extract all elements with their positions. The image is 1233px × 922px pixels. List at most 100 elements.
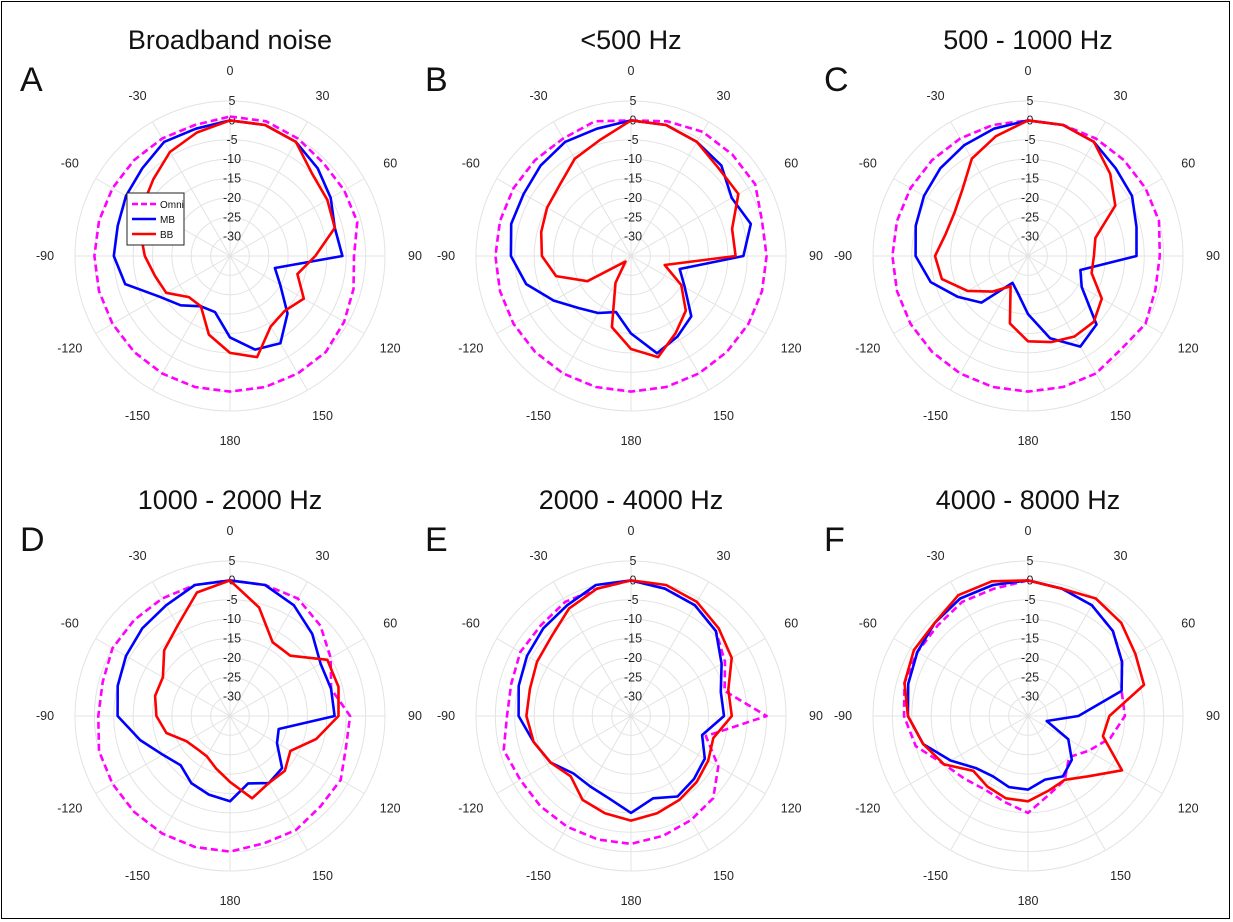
angle-tick-label: -150	[125, 409, 150, 423]
angle-tick-label: 60	[784, 617, 798, 631]
panel-title: 1000 - 2000 Hz	[138, 485, 323, 515]
angular-grid-spoke	[152, 581, 231, 717]
angle-tick-label: -150	[526, 869, 551, 883]
angular-grid-spoke	[893, 178, 1029, 257]
angular-grid-spoke	[1027, 255, 1163, 334]
angular-grid-spoke	[229, 255, 365, 334]
angle-tick-label: 150	[1110, 869, 1131, 883]
radial-tick-label: -20	[1021, 651, 1039, 665]
angular-grid-spoke	[1027, 121, 1106, 257]
angular-grid-spoke	[229, 638, 365, 717]
angle-tick-label: -90	[834, 249, 852, 263]
angle-tick-label: -60	[859, 617, 877, 631]
radial-tick-label: -10	[223, 612, 241, 626]
radial-tick-label: -10	[624, 612, 642, 626]
angular-grid-spoke	[630, 638, 766, 717]
angle-tick-label: 60	[1181, 157, 1195, 171]
radial-tick-label: -15	[1021, 632, 1039, 646]
angle-tick-label: 150	[312, 409, 333, 423]
radial-tick-label: -5	[1024, 133, 1035, 147]
angle-tick-label: 60	[383, 157, 397, 171]
angle-tick-label: 90	[809, 709, 823, 723]
series-line-bb	[903, 579, 1146, 803]
angle-tick-label: 180	[621, 894, 642, 908]
radial-tick-label: -15	[1021, 172, 1039, 186]
angle-tick-label: 0	[227, 524, 234, 538]
angle-tick-label: -60	[462, 617, 480, 631]
angle-tick-label: -90	[834, 709, 852, 723]
angular-grid-spoke	[496, 178, 632, 257]
series-line-omni	[891, 119, 1162, 393]
panel-title: <500 Hz	[580, 25, 681, 55]
series-line-omni	[97, 579, 352, 853]
panel-title: 2000 - 4000 Hz	[539, 485, 724, 515]
angular-grid-spoke	[893, 255, 1029, 334]
angle-tick-label: -90	[437, 709, 455, 723]
radial-tick-label: -20	[223, 651, 241, 665]
legend-label-mb: MB	[160, 215, 175, 226]
angle-tick-label: 180	[1018, 434, 1039, 448]
angle-tick-label: -60	[61, 157, 79, 171]
radial-tick-label: 5	[1027, 554, 1034, 568]
radial-tick-label: -5	[226, 593, 237, 607]
angle-tick-label: 0	[1025, 64, 1032, 78]
angle-tick-label: 150	[713, 869, 734, 883]
angular-grid-spoke	[950, 255, 1029, 391]
series-line-omni	[502, 579, 768, 846]
series-line-bb	[525, 579, 734, 822]
angular-grid-spoke	[1027, 581, 1106, 717]
radial-tick-label: -20	[223, 191, 241, 205]
angular-grid-spoke	[630, 255, 709, 391]
angular-grid-spoke	[229, 255, 308, 391]
series-line-mb	[914, 119, 1138, 348]
radial-tick-label: -30	[624, 230, 642, 244]
angular-grid-spoke	[496, 715, 632, 794]
angle-tick-label: -60	[462, 157, 480, 171]
angle-tick-label: 90	[1206, 249, 1220, 263]
angle-tick-label: -60	[61, 617, 79, 631]
series-line-bb	[539, 119, 740, 359]
panel-letter: B	[425, 61, 448, 99]
radial-tick-label: -25	[1021, 670, 1039, 684]
radial-tick-label: -25	[624, 670, 642, 684]
radial-tick-label: 5	[1027, 94, 1034, 108]
angular-grid-spoke	[630, 581, 709, 717]
radial-tick-label: 5	[630, 554, 637, 568]
radial-tick-label: -15	[624, 632, 642, 646]
series-line-mb	[509, 119, 753, 355]
radial-tick-label: -20	[1021, 191, 1039, 205]
angular-grid-spoke	[630, 255, 766, 334]
angle-tick-label: 150	[713, 409, 734, 423]
angular-grid-spoke	[553, 715, 632, 851]
series-line-mb	[906, 579, 1124, 791]
angle-tick-label: 60	[383, 617, 397, 631]
angle-tick-label: 180	[220, 894, 241, 908]
angle-tick-label: 90	[809, 249, 823, 263]
panel-letter: E	[425, 521, 448, 559]
radial-tick-label: -30	[624, 690, 642, 704]
panel-letter: F	[824, 521, 845, 559]
angular-grid-spoke	[1027, 638, 1163, 717]
panel-letter: A	[20, 61, 43, 99]
angle-tick-label: 60	[1181, 617, 1195, 631]
angular-grid-spoke	[553, 121, 632, 257]
angle-tick-label: -150	[923, 409, 948, 423]
angle-tick-label: 30	[1114, 549, 1128, 563]
radial-tick-label: -30	[1021, 230, 1039, 244]
angle-tick-label: 30	[717, 549, 731, 563]
series-line-mb	[116, 579, 336, 803]
angle-tick-label: 30	[316, 549, 330, 563]
radial-tick-label: -10	[624, 152, 642, 166]
angular-grid-spoke	[893, 715, 1029, 794]
angle-tick-label: 90	[408, 249, 422, 263]
angle-tick-label: 0	[628, 64, 635, 78]
angular-grid-spoke	[630, 121, 709, 257]
series-line-omni	[93, 115, 359, 393]
